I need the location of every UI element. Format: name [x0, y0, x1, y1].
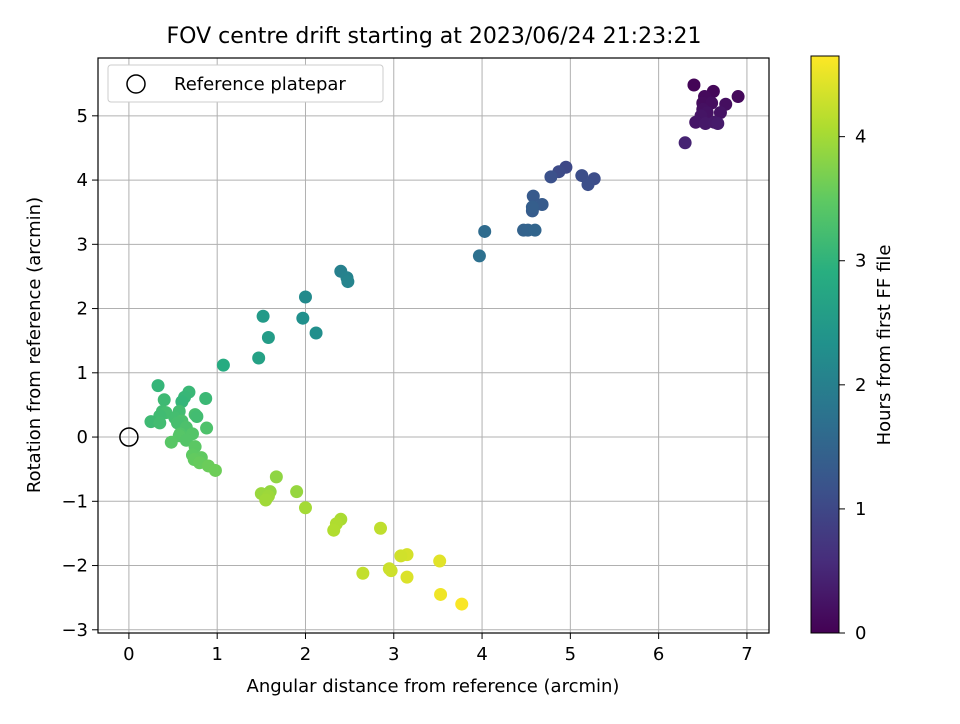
data-point [208, 463, 222, 477]
data-point [252, 351, 266, 365]
data-point [433, 554, 447, 568]
data-points [144, 78, 745, 611]
colorbar-ticks: 0 1 2 3 4 [839, 127, 866, 644]
data-point [394, 549, 408, 563]
y-tick-label: −3 [61, 620, 88, 641]
data-point [687, 78, 701, 92]
data-point [199, 392, 213, 406]
data-point [528, 223, 542, 237]
data-point [157, 393, 171, 407]
plot-frame [97, 57, 770, 634]
data-point [731, 90, 745, 104]
y-tick-label: −2 [61, 556, 88, 577]
y-tick-label: 5 [77, 106, 88, 127]
data-point [261, 330, 275, 344]
data-point [400, 570, 414, 584]
y-tick-label: 4 [77, 170, 88, 191]
x-tick-label: 0 [123, 644, 134, 665]
data-point [434, 587, 448, 601]
data-point [472, 249, 486, 263]
colorbar-tick-label: 1 [855, 499, 866, 520]
data-point [356, 566, 370, 580]
data-point [151, 379, 165, 393]
data-point [190, 409, 204, 423]
legend: Reference platepar [107, 64, 384, 103]
data-point [384, 564, 398, 578]
chart-title: FOV centre drift starting at 2023/06/24 … [167, 24, 702, 49]
grid-lines [98, 58, 769, 633]
data-point [269, 470, 283, 484]
colorbar: 0 1 2 3 4 Hours from first FF file [810, 55, 895, 644]
colorbar-tick-label: 3 [855, 251, 866, 272]
x-tick-label: 4 [476, 644, 487, 665]
data-point [374, 521, 388, 535]
x-tick-label: 3 [388, 644, 399, 665]
data-point [581, 178, 595, 192]
data-point [678, 136, 692, 150]
colorbar-tick-label: 0 [855, 623, 866, 644]
colorbar-tick-label: 2 [855, 375, 866, 396]
x-tick-label: 5 [565, 644, 576, 665]
x-tick-label: 6 [653, 644, 664, 665]
data-point [256, 309, 270, 323]
data-point [309, 326, 323, 340]
x-axis-ticks: 0 1 2 3 4 5 6 7 [123, 633, 753, 665]
colorbar-label: Hours from first FF file [874, 245, 895, 446]
data-point [455, 597, 469, 611]
legend-label-reference: Reference platepar [174, 74, 346, 95]
data-point [298, 501, 312, 515]
data-point [689, 115, 703, 129]
x-tick-label: 1 [211, 644, 222, 665]
data-point [216, 358, 230, 372]
data-point [290, 485, 304, 499]
y-tick-label: 3 [77, 234, 88, 255]
y-axis-label: Rotation from reference (arcmin) [24, 197, 45, 493]
legend-box [107, 64, 384, 103]
data-point [544, 170, 558, 184]
data-point [327, 523, 341, 537]
x-tick-label: 2 [300, 644, 311, 665]
data-point [153, 416, 167, 430]
y-axis-ticks: −3 −2 −1 0 1 2 3 4 5 [61, 106, 98, 641]
data-point [713, 106, 727, 120]
y-tick-label: 1 [77, 363, 88, 384]
data-point [711, 117, 725, 131]
data-point [525, 200, 539, 214]
data-point [200, 421, 214, 435]
y-tick-label: 0 [77, 427, 88, 448]
colorbar-gradient [810, 55, 840, 634]
data-point [298, 290, 312, 304]
x-tick-label: 7 [741, 644, 752, 665]
y-tick-label: −1 [61, 491, 88, 512]
data-point [478, 224, 492, 238]
data-point [296, 311, 310, 325]
data-point [341, 275, 355, 289]
x-axis-label: Angular distance from reference (arcmin) [247, 676, 620, 697]
data-point [526, 189, 540, 203]
colorbar-tick-label: 4 [855, 127, 866, 148]
y-tick-label: 2 [77, 299, 88, 320]
reference-platepar-marker [119, 427, 139, 447]
legend-marker-icon [126, 74, 146, 94]
data-point [259, 493, 273, 507]
data-point [164, 435, 178, 449]
